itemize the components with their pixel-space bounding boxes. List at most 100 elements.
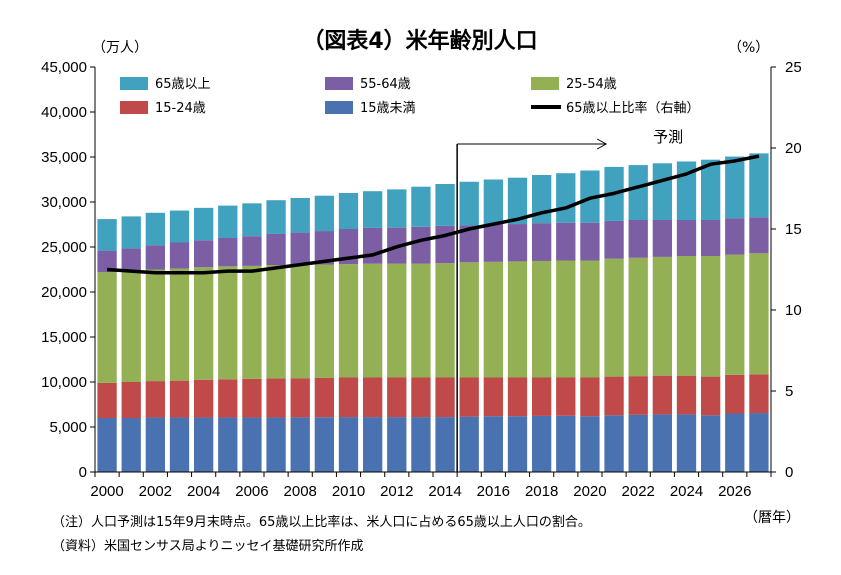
bar-segment-2023-3	[652, 220, 673, 257]
bar-segment-2007-1	[266, 378, 286, 418]
x-tick-label: 2016	[477, 483, 510, 500]
bar-segment-2001-4	[121, 216, 141, 249]
bar-segment-2017-0	[507, 416, 528, 472]
legend: 65歳以上 55-64歳 25-54歳 15-24歳 15歳未満 65歳以上比率（右軸）	[120, 77, 700, 116]
bar-segment-2010-2	[338, 264, 359, 378]
bar-segment-2000-4	[97, 219, 117, 251]
legend-label: 25-54歳	[566, 77, 617, 92]
bar-segment-2026-1	[725, 374, 745, 414]
bar-segment-2027-4	[749, 153, 769, 218]
bar-segment-2004-0	[193, 417, 214, 472]
legend-label: 15-24歳	[155, 101, 206, 116]
bar-segment-2018-2	[531, 260, 552, 378]
x-tick-label: 2004	[187, 483, 220, 500]
bar-segment-2015-4	[459, 181, 479, 226]
bar-segment-2024-2	[676, 256, 697, 376]
right-tick-label: 5	[785, 383, 793, 400]
legend-label: 55-64歳	[360, 77, 411, 92]
bar-segment-2014-1	[435, 377, 455, 418]
bar-segment-2004-4	[193, 207, 214, 241]
left-tick-label: 30,000	[41, 194, 87, 211]
forecast-arrow-head	[596, 138, 608, 150]
bar-segment-2022-1	[628, 376, 648, 415]
bar-segment-2024-1	[676, 375, 697, 415]
bar-segment-2014-2	[435, 263, 455, 378]
bar-segment-2005-2	[218, 266, 238, 380]
bar-segment-2009-3	[314, 231, 335, 265]
bar-segment-2017-1	[507, 377, 528, 417]
x-tick-label: 2024	[670, 483, 703, 500]
bar-segment-2005-4	[218, 205, 238, 238]
forecast-annotation: 予測	[456, 128, 683, 472]
bar-segment-2006-1	[242, 378, 262, 418]
bar-segment-2008-2	[290, 265, 310, 379]
bar-segment-2006-3	[242, 236, 262, 266]
bar-segment-2019-1	[556, 377, 576, 416]
bar-segment-2008-0	[290, 417, 310, 472]
bar-segment-2025-2	[700, 256, 721, 377]
legend-label: 65歳以上	[155, 77, 211, 92]
bar-segment-2023-4	[652, 163, 673, 220]
bar-segment-2023-1	[652, 375, 673, 415]
bar-segment-2011-4	[362, 191, 383, 228]
bar-segment-2018-1	[531, 377, 552, 416]
bar-segment-2008-4	[290, 197, 310, 233]
bar-segment-2020-2	[580, 260, 600, 378]
bar-segment-2013-1	[411, 377, 431, 418]
bar-segment-2017-2	[507, 261, 528, 378]
bar-segment-2015-2	[459, 262, 479, 378]
bar-segment-2008-3	[290, 232, 310, 265]
bar-segment-2022-0	[628, 414, 648, 472]
bar-segment-2021-3	[604, 220, 624, 259]
bar-segment-2019-3	[556, 222, 576, 261]
bar-segment-2021-0	[604, 415, 624, 472]
left-tick-label: 20,000	[41, 284, 87, 301]
bar-segment-2011-0	[362, 417, 383, 472]
bar-segment-2002-1	[145, 381, 166, 418]
bar-segment-2023-0	[652, 414, 673, 472]
bar-segment-2024-3	[676, 220, 697, 256]
bar-segment-2001-3	[121, 248, 141, 271]
bar-segment-2002-4	[145, 212, 166, 246]
bar-segment-2026-2	[725, 254, 745, 375]
note-line-2: （資料）米国センサス局よりニッセイ基礎研究所作成	[52, 539, 363, 554]
left-tick-label: 15,000	[41, 329, 87, 346]
bar-segment-2012-2	[387, 263, 407, 378]
axes: 0 5,000 10,000 15,000 20,000 25,000 30,000 35,0…	[41, 59, 802, 500]
bar-segment-2005-3	[218, 238, 238, 267]
bar-segment-2016-1	[483, 377, 504, 417]
bar-segment-2027-0	[749, 413, 769, 472]
bar-segment-2025-3	[700, 220, 721, 256]
bar-segment-2004-2	[193, 267, 214, 380]
bar-segment-2005-1	[218, 379, 238, 418]
bar-segment-2013-2	[411, 263, 431, 378]
bar-segment-2011-2	[362, 263, 383, 378]
left-tick-label: 5,000	[49, 419, 87, 436]
bar-segment-2000-3	[97, 250, 117, 273]
bar-segment-2020-0	[580, 416, 600, 472]
bar-segment-2002-3	[145, 245, 166, 270]
x-tick-label: 2018	[525, 483, 558, 500]
bar-segment-2015-3	[459, 225, 479, 263]
x-axis-unit: （暦年）	[744, 510, 800, 526]
x-tick-label: 2008	[284, 483, 317, 500]
bar-segment-2027-2	[749, 253, 769, 375]
bar-segment-2005-0	[218, 417, 238, 472]
bar-segment-2018-3	[531, 223, 552, 261]
bar-segment-2019-0	[556, 415, 576, 472]
left-tick-label: 45,000	[41, 59, 87, 76]
ratio-line	[106, 154, 760, 275]
x-tick-label: 2002	[139, 483, 172, 500]
x-tick-label: 2010	[332, 483, 365, 500]
stacked-bars	[97, 153, 769, 472]
bar-segment-2026-0	[725, 413, 745, 472]
bar-segment-2014-0	[435, 417, 455, 472]
bar-segment-2013-4	[411, 186, 431, 227]
forecast-label: 予測	[653, 128, 683, 146]
bar-segment-2000-1	[97, 382, 117, 418]
ratio-line-layer	[106, 154, 760, 275]
bar-segment-2006-4	[242, 203, 262, 237]
legend-swatch	[120, 77, 148, 90]
bar-segment-2009-0	[314, 417, 335, 472]
bar-segment-2011-1	[362, 377, 383, 418]
